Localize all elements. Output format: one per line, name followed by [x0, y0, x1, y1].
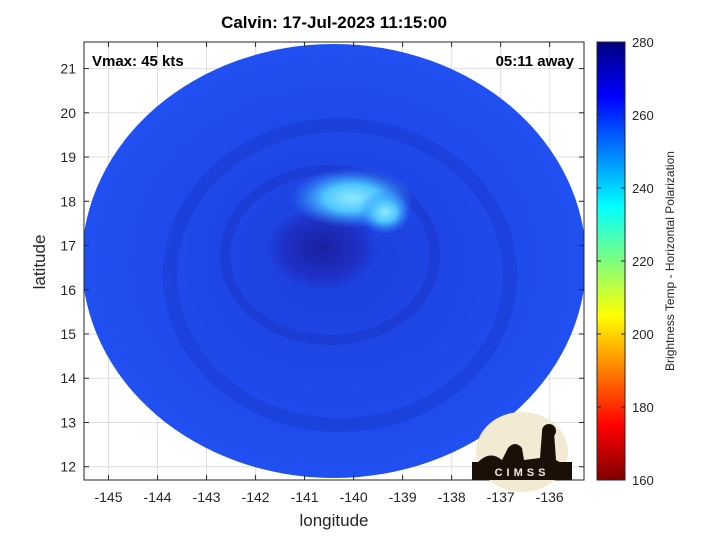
y-tick-label: 13 — [60, 414, 76, 430]
x-tick-label: -138 — [438, 489, 466, 505]
x-tick-label: -141 — [291, 489, 319, 505]
colorbar — [596, 41, 626, 481]
y-tick-label: 15 — [60, 326, 76, 342]
plot-frame — [83, 41, 585, 481]
y-tick-label: 12 — [60, 459, 76, 475]
x-tick-label: -142 — [242, 489, 270, 505]
swath-image — [84, 44, 584, 478]
x-tick-label: -136 — [536, 489, 564, 505]
vmax-annotation: Vmax: 45 kts — [92, 53, 184, 70]
y-tick-label: 18 — [60, 193, 76, 209]
logo-text: CIMSS — [495, 467, 550, 479]
y-tick-label: 21 — [60, 61, 76, 77]
colorbar-tick-label: 180 — [632, 400, 654, 415]
colorbar-tick-label: 220 — [632, 254, 654, 269]
y-tick-label: 14 — [60, 370, 76, 386]
y-tick-label: 17 — [60, 238, 76, 254]
x-tick-label: -144 — [144, 489, 172, 505]
logo-water-tower — [542, 424, 556, 438]
x-axis-ticks: -145 -144 -143 -142 -141 -140 -139 -138 -137 -136 — [94, 42, 564, 505]
colorbar-tick-label: 200 — [632, 327, 654, 342]
x-tick-label: -137 — [487, 489, 515, 505]
cimss-logo: CIMSS — [472, 412, 572, 492]
colorbar-tick-label: 260 — [632, 108, 654, 123]
colorbar-tick-label: 240 — [632, 181, 654, 196]
x-tick-label: -139 — [389, 489, 417, 505]
x-tick-label: -143 — [193, 489, 221, 505]
colorbar-tick-label: 160 — [632, 473, 654, 488]
y-tick-label: 19 — [60, 149, 76, 165]
y-axis-ticks: 12 13 14 15 16 17 18 19 20 21 — [60, 61, 584, 475]
chart-title: Calvin: 17-Jul-2023 11:15:00 — [221, 13, 447, 32]
x-tick-label: -140 — [340, 489, 368, 505]
warm-band-east — [359, 190, 411, 234]
outer-rainband — [163, 118, 517, 432]
x-tick-label: -145 — [94, 489, 122, 505]
x-axis-label: longitude — [299, 511, 369, 530]
colorbar-tick-label: 280 — [632, 35, 654, 50]
colorbar-label: Brightness Temp - Horizontal Polarizatio… — [663, 151, 677, 371]
y-axis-label: latitude — [30, 234, 49, 290]
colorbar-ticks: 160 180 200 220 240 260 280 — [597, 35, 654, 488]
y-tick-label: 20 — [60, 105, 76, 121]
logo-band — [472, 462, 572, 480]
y-tick-label: 16 — [60, 282, 76, 298]
time-away-annotation: 05:11 away — [495, 53, 574, 70]
